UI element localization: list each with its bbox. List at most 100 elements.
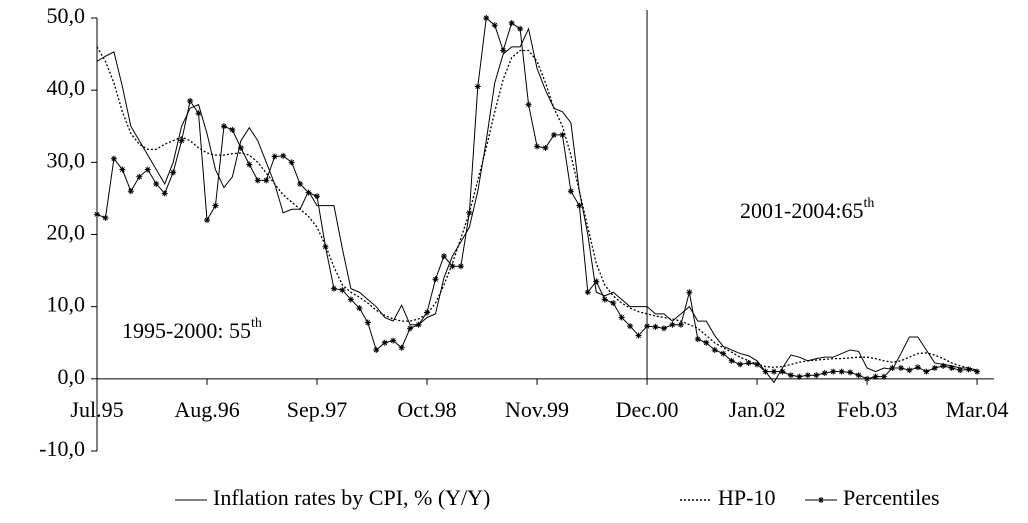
point-marker [906,367,913,374]
point-marker [821,370,828,377]
point-marker [288,159,295,166]
point-marker [339,287,346,294]
point-marker [534,143,541,150]
point-marker [737,361,744,368]
point-marker [305,189,312,196]
point-marker [796,373,803,380]
point-marker [517,25,524,32]
point-marker [212,202,219,209]
point-marker [644,323,651,330]
point-marker [559,131,566,138]
annotation: 2001-2004:65th [740,196,874,223]
point-marker [965,366,972,373]
point-marker [237,144,244,151]
point-marker [144,166,151,173]
point-marker [880,373,887,380]
point-marker [779,368,786,375]
point-marker [119,166,126,173]
x-tick-label: Nov.99 [505,397,569,422]
point-marker [102,214,109,221]
point-marker [491,22,498,29]
y-tick-label: 20,0 [47,220,86,245]
legend-label: Percentiles [843,485,940,510]
point-marker [660,325,667,332]
x-tick-label: Jan.02 [729,397,786,422]
point-marker [847,369,854,376]
point-marker [813,372,820,379]
legend-label: HP-10 [718,485,775,510]
point-marker [593,278,600,285]
point-marker [940,362,947,369]
point-marker [381,339,388,346]
x-tick-label: Dec.00 [616,397,679,422]
annotation: 1995-2000: 55th [122,316,262,343]
point-marker [500,47,507,54]
point-marker [686,289,693,296]
point-marker [525,101,532,108]
point-marker [669,321,676,328]
point-marker [153,180,160,187]
point-marker [762,368,769,375]
point-marker [127,188,134,195]
point-marker [254,177,261,184]
x-tick-label: Jul.95 [70,397,123,422]
point-marker [136,173,143,180]
point-marker [474,83,481,90]
annotation-sup: th [251,316,262,331]
point-marker [635,332,642,339]
x-tick-label: Feb.03 [837,397,898,422]
annotation-sup: th [863,196,874,211]
point-marker [347,296,354,303]
point-marker [170,169,177,176]
legend-marker [818,497,824,503]
point-marker [483,15,490,21]
point-marker [322,243,329,250]
point-marker [576,202,583,209]
y-tick-label: 50,0 [47,3,86,28]
point-marker [914,364,921,371]
point-marker [872,373,879,380]
y-tick-label: 40,0 [47,75,86,100]
point-marker [161,190,168,197]
point-marker [364,319,371,326]
legend-label: Inflation rates by CPI, % (Y/Y) [213,485,490,510]
point-marker [330,285,337,292]
series-line [96,27,978,384]
point-marker [271,153,278,160]
point-marker [931,365,938,372]
x-tick-label: Oct.98 [397,397,456,422]
point-marker [627,323,634,330]
point-marker [728,357,735,364]
x-tick-label: Aug.96 [174,397,239,422]
point-marker [711,346,718,353]
point-marker [94,211,100,218]
point-marker [449,263,456,270]
y-tick-label: 10,0 [47,292,86,317]
point-marker [830,368,837,375]
point-marker [508,20,515,27]
point-marker [187,97,194,104]
point-marker [694,336,701,343]
point-marker [440,253,447,260]
point-marker [677,321,684,328]
point-marker [923,368,930,375]
point-marker [246,161,253,168]
point-marker [567,188,574,195]
point-marker [720,350,727,357]
point-marker [415,321,422,328]
point-marker [745,359,752,366]
y-tick-label: 30,0 [47,147,86,172]
point-marker [229,126,236,133]
point-marker [466,209,473,216]
point-marker [424,309,431,316]
y-tick-label: -10,0 [39,436,85,461]
point-marker [204,217,211,224]
point-marker [889,365,896,372]
point-marker [855,372,862,379]
point-marker [550,131,557,138]
point-marker [897,365,904,372]
point-marker [864,375,871,382]
point-marker [804,372,811,379]
point-marker [432,276,439,283]
